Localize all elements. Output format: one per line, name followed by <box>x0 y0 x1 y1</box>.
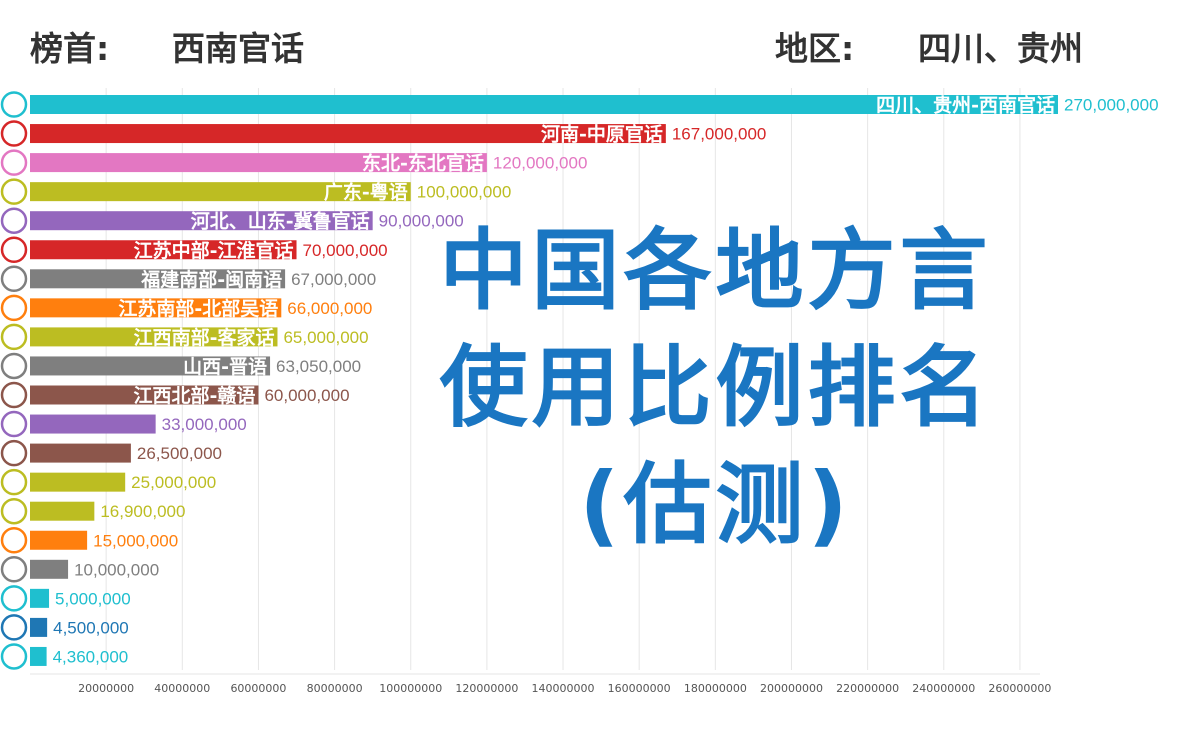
row-marker-icon <box>0 294 28 322</box>
bar-value-label: 67,000,000 <box>291 270 376 289</box>
bar-value-label: 4,500,000 <box>53 618 129 637</box>
bar-value-label: 25,000,000 <box>131 473 216 492</box>
bar-value-label: 5,000,000 <box>55 589 131 608</box>
x-tick-label: 120000000 <box>455 682 518 695</box>
x-tick-label: 200000000 <box>760 682 823 695</box>
x-tick-label: 240000000 <box>912 682 975 695</box>
bar-category-label: 广东-粤语 <box>324 181 408 204</box>
bar <box>30 385 259 405</box>
bar <box>30 356 271 376</box>
bar <box>30 95 1058 114</box>
x-axis: 20000000 40000000 60000000 80000000 10000000… <box>30 673 1051 695</box>
bar-category-label: 山西-晋语 <box>183 356 267 378</box>
bar-value-label: 100,000,000 <box>417 183 512 202</box>
x-tick-label: 180000000 <box>684 682 747 695</box>
bar <box>30 588 50 608</box>
bars: 四川、贵州-西南官话 270,000,000 河南-中原官话 167,000,000 东… <box>0 91 1159 670</box>
x-tick-label: 60000000 <box>230 682 286 695</box>
bar <box>30 472 126 492</box>
bar-value-label: 167,000,000 <box>672 125 767 144</box>
bar-value-label: 15,000,000 <box>93 531 178 550</box>
bar <box>30 617 48 637</box>
bar-value-label: 16,900,000 <box>100 502 185 521</box>
bar-value-label: 10,000,000 <box>74 560 159 579</box>
x-tick-label: 160000000 <box>608 682 671 695</box>
row-marker-icon <box>0 439 28 467</box>
row-marker-icon <box>0 497 28 525</box>
row-marker-icon <box>0 381 28 409</box>
bar <box>30 153 487 173</box>
x-tick-label: 260000000 <box>988 682 1051 695</box>
title-overlay: 中国各地方言 使用比例排名 (估测) <box>388 212 1043 563</box>
bar-value-label: 60,000,000 <box>264 386 349 405</box>
row-marker-icon <box>0 585 28 612</box>
rank-label: 榜首: <box>30 29 110 68</box>
bar-value-label: 26,500,000 <box>137 444 222 463</box>
row-marker-icon <box>0 410 28 438</box>
bar <box>30 298 282 318</box>
bar-category-label: 福建南部-闽南语 <box>140 268 282 291</box>
bar-value-label: 70,000,000 <box>303 241 388 260</box>
x-tick-label: 140000000 <box>532 682 595 695</box>
bar <box>30 124 666 144</box>
bar-category-label: 江西北部-赣语 <box>134 384 256 407</box>
row-marker-icon <box>0 149 28 176</box>
bar <box>30 501 95 521</box>
bar-value-label: 90,000,000 <box>379 212 464 231</box>
row-marker-icon <box>0 556 28 583</box>
bar <box>30 530 88 550</box>
bar-category-label: 东北-东北官话 <box>362 152 484 175</box>
bar <box>30 182 411 202</box>
row-marker-icon <box>0 120 28 147</box>
row-marker-icon <box>0 323 28 351</box>
bar <box>30 646 47 666</box>
bar <box>30 269 286 289</box>
bar-category-label: 江苏中部-江淮官话 <box>134 239 294 262</box>
bar <box>30 414 156 434</box>
overlay-line-2: 使用比例排名 <box>439 336 992 439</box>
overlay-line-1: 中国各地方言 <box>439 219 992 322</box>
bar-category-label: 河南-中原官话 <box>541 123 663 146</box>
region-label: 地区: <box>775 29 855 68</box>
row-marker-icon <box>0 178 28 205</box>
bar-value-label: 65,000,000 <box>283 328 368 347</box>
x-tick-label: 100000000 <box>379 682 442 695</box>
x-tick-label: 220000000 <box>836 682 899 695</box>
x-tick-label: 20000000 <box>78 682 134 695</box>
bar-value-label: 4,360,000 <box>53 647 129 666</box>
row-marker-icon <box>0 614 28 641</box>
row-marker-icon <box>0 527 28 554</box>
x-tick-label: 40000000 <box>154 682 210 695</box>
bar-value-label: 120,000,000 <box>493 154 588 173</box>
bar-category-label: 四川、贵州-西南官话 <box>876 94 1055 117</box>
grid-lines <box>105 88 1021 670</box>
overlay-line-3: (估测) <box>579 453 852 556</box>
row-marker-icon <box>0 207 28 234</box>
rank-value: 西南官话 <box>172 29 304 68</box>
bar <box>30 240 297 260</box>
bar <box>30 443 131 463</box>
row-marker-icon <box>0 265 28 293</box>
bar-value-label: 63,050,000 <box>276 357 361 376</box>
row-marker-icon <box>0 236 28 263</box>
bar <box>30 327 278 347</box>
bar-category-label: 江西南部-客家话 <box>134 326 275 349</box>
x-tick-label: 80000000 <box>307 682 363 695</box>
region-value: 四川、贵州 <box>918 29 1083 68</box>
bar-value-label: 66,000,000 <box>287 299 372 318</box>
bar <box>30 211 373 231</box>
row-marker-icon <box>0 352 28 380</box>
bar-value-label: 270,000,000 <box>1064 96 1159 115</box>
bar-category-label: 江苏南部-北部吴语 <box>118 297 278 320</box>
bar <box>30 559 69 579</box>
bar-category-label: 河北、山东-冀鲁官话 <box>191 210 370 233</box>
row-marker-icon <box>0 91 28 118</box>
row-marker-icon <box>0 468 28 496</box>
bar-value-label: 33,000,000 <box>162 415 247 434</box>
row-marker-icon <box>0 643 28 670</box>
